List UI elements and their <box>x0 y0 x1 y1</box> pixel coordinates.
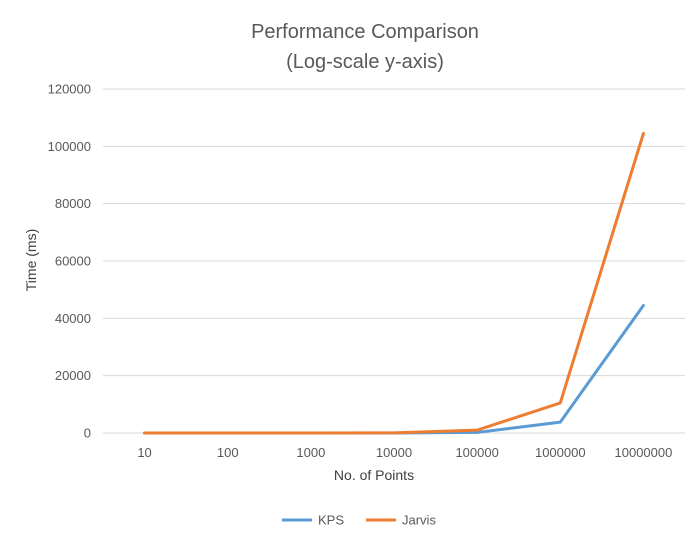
y-tick-label: 20000 <box>55 368 91 383</box>
legend-label: Jarvis <box>402 513 436 528</box>
legend: KPS Jarvis <box>282 513 436 528</box>
x-axis-title: No. of Points <box>334 467 414 483</box>
series-line-kps <box>143 303 645 435</box>
y-axis-ticks: 0 20000 40000 60000 80000 100000 120000 <box>48 82 91 441</box>
series-line-jarvis <box>143 131 645 435</box>
x-tick-label: 10 <box>137 445 151 460</box>
series-lines <box>143 131 645 435</box>
y-axis-title: Time (ms) <box>23 229 39 291</box>
x-axis-ticks: 10 100 1000 10000 100000 1000000 10000000 <box>137 445 672 460</box>
x-tick-label: 1000 <box>296 445 325 460</box>
x-tick-label: 100000 <box>455 445 498 460</box>
chart-subtitle: (Log-scale y-axis) <box>286 51 444 73</box>
y-tick-label: 40000 <box>55 311 91 326</box>
y-tick-label: 120000 <box>48 82 91 97</box>
y-tick-label: 0 <box>84 426 91 441</box>
x-tick-label: 1000000 <box>535 445 586 460</box>
x-tick-label: 10000000 <box>615 445 673 460</box>
x-tick-label: 100 <box>217 445 239 460</box>
y-tick-label: 60000 <box>55 254 91 269</box>
y-tick-label: 100000 <box>48 139 91 154</box>
legend-label: KPS <box>318 513 344 528</box>
y-tick-label: 80000 <box>55 196 91 211</box>
gridlines <box>103 88 685 434</box>
x-tick-label: 10000 <box>376 445 412 460</box>
chart-title: Performance Comparison <box>251 21 479 43</box>
legend-item-jarvis: Jarvis <box>366 513 436 528</box>
legend-item-kps: KPS <box>282 513 344 528</box>
